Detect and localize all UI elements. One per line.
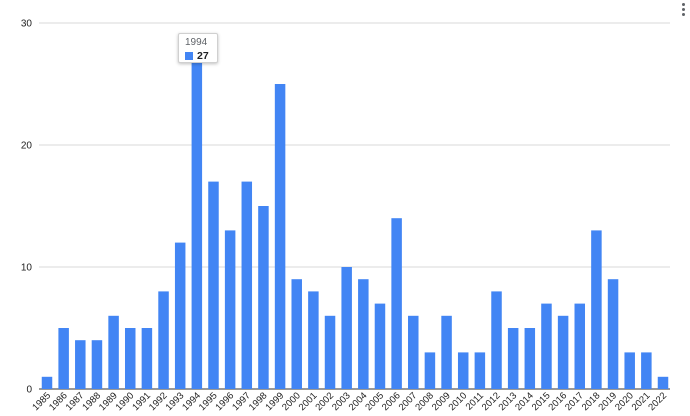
bar-2004[interactable] <box>358 279 369 389</box>
more-vert-icon[interactable] <box>678 2 688 18</box>
bar-1992[interactable] <box>158 291 169 389</box>
bar-1999[interactable] <box>274 84 286 389</box>
bar-2021[interactable] <box>641 352 652 389</box>
bar-2019[interactable] <box>607 279 619 389</box>
bar-2014[interactable] <box>524 328 536 389</box>
x-tick-label: 2022 <box>646 390 669 413</box>
bar-1989[interactable] <box>108 315 119 389</box>
bar-1988[interactable] <box>91 340 103 389</box>
bar-2022[interactable] <box>657 376 669 389</box>
bar-2020[interactable] <box>624 352 635 389</box>
bar-1991[interactable] <box>141 328 153 389</box>
bar-1994[interactable] <box>191 59 203 389</box>
bar-2013[interactable] <box>507 328 519 389</box>
bar-2016[interactable] <box>557 315 569 389</box>
y-tick-label: 30 <box>21 19 33 30</box>
y-tick-label: 20 <box>21 141 33 152</box>
bar-2015[interactable] <box>541 303 552 389</box>
bar-2011[interactable] <box>474 352 486 389</box>
bar-1987[interactable] <box>75 340 86 389</box>
bar-1986[interactable] <box>58 328 69 389</box>
bar-2003[interactable] <box>341 267 352 389</box>
bar-2012[interactable] <box>491 291 502 389</box>
bar-1985[interactable] <box>41 376 53 389</box>
tooltip-swatch <box>185 52 193 60</box>
bar-2007[interactable] <box>408 315 419 389</box>
bar-2002[interactable] <box>324 315 336 389</box>
chart-tooltip: 1994 27 <box>178 33 218 63</box>
bar-1990[interactable] <box>124 328 136 389</box>
bar-1996[interactable] <box>224 230 236 389</box>
bar-2001[interactable] <box>308 291 319 389</box>
bar-2017[interactable] <box>574 303 586 389</box>
bar-2010[interactable] <box>457 352 469 389</box>
bar-1998[interactable] <box>258 206 269 389</box>
bar-2008[interactable] <box>424 352 436 389</box>
tooltip-value: 27 <box>197 50 209 62</box>
bar-1993[interactable] <box>174 242 186 389</box>
bar-2006[interactable] <box>391 218 402 389</box>
bar-2005[interactable] <box>374 303 386 389</box>
bar-1995[interactable] <box>208 181 219 389</box>
bar-1997[interactable] <box>241 181 253 389</box>
bar-2018[interactable] <box>591 230 602 389</box>
y-tick-label: 10 <box>21 263 33 274</box>
bar-2009[interactable] <box>441 315 452 389</box>
bar-2000[interactable] <box>291 279 302 389</box>
y-tick-label: 0 <box>26 385 32 396</box>
tooltip-category: 1994 <box>185 37 208 48</box>
